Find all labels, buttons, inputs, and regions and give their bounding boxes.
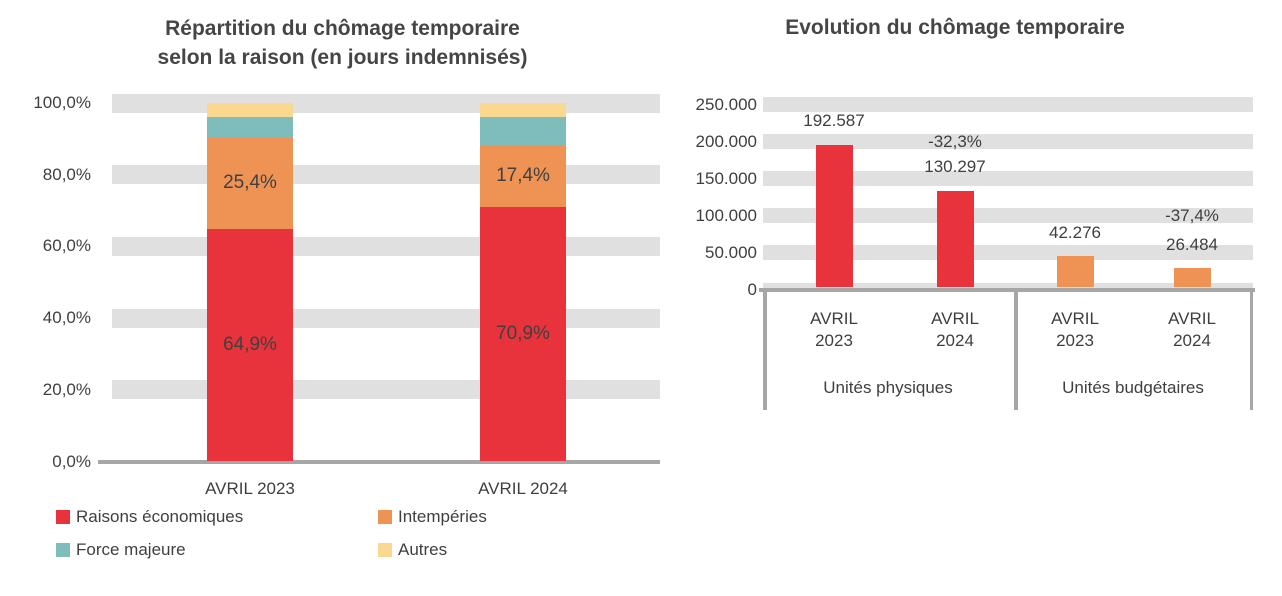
category-label-line2: 2023 [1056, 331, 1094, 350]
category-label-line1: AVRIL [810, 309, 858, 328]
grid-band [763, 245, 1253, 261]
category-table-border [1249, 288, 1253, 410]
y-axis-tick-label: 60,0% [42, 236, 91, 256]
legend-label: Autres [398, 540, 448, 559]
left-chart-title-line1: Répartition du chômage temporaire [165, 17, 520, 40]
y-axis-tick-label: 0 [747, 280, 757, 299]
value-label: 192.587 [803, 111, 865, 130]
delta-label: -32,3% [928, 132, 982, 151]
legend-swatch [56, 510, 70, 524]
category-label: AVRIL 2023 [205, 479, 295, 498]
value-label: 42.276 [1049, 223, 1101, 242]
bar-segment-autres [207, 103, 293, 117]
category-label: AVRIL 2024 [478, 479, 568, 498]
legend-item: Raisons économiques [56, 506, 356, 528]
bar-unit-s-budg-taires-2 [1173, 267, 1211, 288]
grid-band [763, 97, 1253, 112]
category-table-border [763, 288, 767, 410]
category-label-line1: AVRIL [1168, 309, 1216, 328]
delta-label: -37,4% [1165, 206, 1219, 225]
legend-label: Raisons économiques [76, 507, 244, 526]
category-table-border [1014, 288, 1018, 410]
value-label: 26.484 [1166, 235, 1218, 254]
legend-item: Intempéries [378, 506, 678, 528]
category-label: AVRIL 2023 [1005, 308, 1145, 352]
category-label: AVRIL 2023 [764, 308, 904, 352]
y-axis-tick-label: 0,0% [52, 451, 91, 471]
legend-label: Intempéries [398, 507, 487, 526]
legend-swatch [378, 510, 392, 524]
y-axis-tick-label: 40,0% [42, 308, 91, 328]
y-axis-tick-label: 200.000 [695, 131, 757, 151]
grid-band [763, 208, 1253, 224]
x-axis-line [759, 287, 1255, 292]
category-label-line1: AVRIL [931, 309, 979, 328]
y-axis-tick-label: 150.000 [695, 168, 757, 188]
grid-band [763, 282, 1253, 288]
legend-swatch [378, 543, 392, 557]
legend-swatch [56, 543, 70, 557]
category-label-line2: 2024 [936, 331, 974, 350]
y-axis-tick-label: 100.000 [695, 205, 757, 225]
category-label-line2: 2023 [815, 331, 853, 350]
bar-unit-s-physiques-2 [936, 190, 974, 288]
segment-data-label: 64,9% [223, 334, 277, 356]
segment-data-label: 70,9% [496, 323, 550, 345]
bar-segment-force-majeure [207, 116, 293, 138]
bar-segment-force-majeure [480, 116, 566, 145]
legend-item: Autres [378, 539, 678, 561]
grid-band [763, 134, 1253, 150]
left-chart-title: Répartition du chômage temporaire selon … [20, 14, 665, 72]
bar-segment-intemp-ries [480, 144, 566, 208]
category-label: AVRIL 2024 [1122, 308, 1262, 352]
grid-band [112, 236, 660, 256]
segment-data-label: 25,4% [223, 172, 277, 194]
legend-label: Force majeure [76, 540, 186, 559]
y-axis-tick-label: 80,0% [42, 164, 91, 184]
bar-segment-intemp-ries [207, 137, 293, 229]
bar-unit-s-physiques-1 [815, 144, 853, 288]
value-label: 130.297 [924, 157, 986, 176]
group-label: Unités budgétaires [1062, 378, 1204, 397]
group-label: Unités physiques [823, 378, 953, 397]
y-axis-tick-label: 100,0% [33, 93, 91, 112]
segment-data-label: 17,4% [496, 165, 550, 187]
right-chart-title: Evolution du chômage temporaire [785, 16, 1125, 39]
y-axis-tick-label: 250.000 [695, 94, 757, 114]
category-label-line1: AVRIL [1051, 309, 1099, 328]
left-chart-title-line2: selon la raison (en jours indemnisés) [157, 46, 528, 69]
grid-band [763, 171, 1253, 187]
bar-segment-raisons-conomiques [207, 228, 293, 462]
y-axis-tick-label: 20,0% [42, 379, 91, 399]
category-label: AVRIL 2024 [885, 308, 1025, 352]
bar-segment-autres [480, 103, 566, 117]
grid-band [112, 380, 660, 400]
legend-item: Force majeure [56, 539, 356, 561]
y-axis-tick-label: 50.000 [705, 242, 757, 262]
category-label-line2: 2024 [1173, 331, 1211, 350]
x-axis-line [98, 460, 660, 464]
bar-segment-raisons-conomiques [480, 207, 566, 462]
grid-band [112, 93, 660, 113]
bar-unit-s-budg-taires-1 [1056, 256, 1094, 288]
